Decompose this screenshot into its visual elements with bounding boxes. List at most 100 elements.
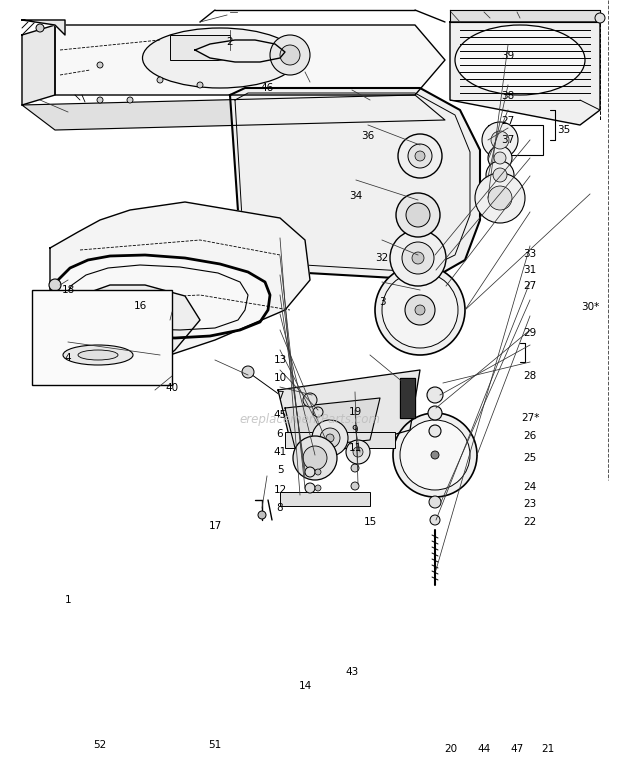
Text: 23: 23 — [523, 499, 537, 509]
Circle shape — [429, 425, 441, 437]
Text: 32: 32 — [375, 253, 389, 263]
Polygon shape — [42, 285, 200, 382]
Text: 44: 44 — [477, 744, 490, 754]
Text: 52: 52 — [94, 740, 107, 750]
Circle shape — [393, 413, 477, 497]
Circle shape — [390, 230, 446, 286]
Polygon shape — [22, 25, 55, 105]
Text: 35: 35 — [557, 125, 570, 135]
Circle shape — [493, 168, 507, 182]
Polygon shape — [400, 378, 415, 418]
Text: 36: 36 — [361, 131, 374, 141]
Text: 47: 47 — [510, 744, 524, 754]
Text: ereplacementParts.com: ereplacementParts.com — [239, 414, 381, 426]
Text: 25: 25 — [523, 453, 537, 463]
Text: 20: 20 — [445, 744, 458, 754]
Circle shape — [431, 451, 439, 459]
Circle shape — [382, 272, 458, 348]
Text: 31: 31 — [523, 265, 537, 275]
Circle shape — [375, 265, 465, 355]
Circle shape — [412, 252, 424, 264]
Text: 34: 34 — [350, 191, 363, 201]
Text: 37: 37 — [502, 135, 515, 145]
Circle shape — [494, 152, 506, 164]
Circle shape — [346, 440, 370, 464]
Circle shape — [197, 82, 203, 88]
Circle shape — [242, 366, 254, 378]
Polygon shape — [230, 88, 480, 280]
Ellipse shape — [143, 28, 298, 88]
Text: 27: 27 — [502, 116, 515, 126]
Bar — [32, 290, 172, 385]
Circle shape — [351, 482, 359, 490]
Text: 22: 22 — [523, 517, 537, 527]
Circle shape — [486, 161, 514, 189]
Text: 40: 40 — [166, 383, 179, 393]
Text: 43: 43 — [345, 667, 358, 677]
Circle shape — [415, 305, 425, 315]
Text: 16: 16 — [133, 301, 146, 311]
Circle shape — [97, 97, 103, 103]
Circle shape — [97, 62, 103, 68]
Text: 1: 1 — [64, 595, 71, 605]
Text: 45: 45 — [273, 410, 286, 420]
Polygon shape — [50, 255, 270, 338]
Bar — [488, 125, 543, 155]
Circle shape — [430, 515, 440, 525]
Circle shape — [398, 134, 442, 178]
Text: 9: 9 — [352, 425, 358, 435]
Text: 33: 33 — [523, 249, 537, 259]
Circle shape — [475, 173, 525, 223]
Polygon shape — [50, 202, 310, 360]
Bar — [395, 278, 441, 306]
Polygon shape — [22, 20, 65, 35]
Circle shape — [293, 436, 337, 480]
Polygon shape — [195, 40, 285, 62]
Text: 29: 29 — [523, 328, 537, 338]
Polygon shape — [55, 25, 445, 95]
Circle shape — [402, 242, 434, 274]
Circle shape — [415, 151, 425, 161]
Text: 28: 28 — [523, 371, 537, 381]
Text: 12: 12 — [273, 485, 286, 495]
Circle shape — [488, 146, 512, 170]
Circle shape — [406, 203, 430, 227]
Text: 15: 15 — [363, 517, 376, 527]
Circle shape — [258, 511, 266, 519]
Circle shape — [491, 131, 509, 149]
Circle shape — [313, 407, 323, 417]
Text: 14: 14 — [298, 681, 312, 691]
Circle shape — [305, 467, 315, 477]
Ellipse shape — [78, 350, 118, 360]
Text: 5: 5 — [277, 465, 283, 475]
Text: 46: 46 — [260, 83, 273, 93]
Text: 3: 3 — [379, 297, 385, 307]
Circle shape — [320, 428, 340, 448]
Circle shape — [595, 13, 605, 23]
Circle shape — [312, 420, 348, 456]
Text: 24: 24 — [523, 482, 537, 492]
Circle shape — [400, 420, 470, 490]
Text: 7: 7 — [277, 391, 283, 401]
Text: 27: 27 — [523, 281, 537, 291]
Text: 2: 2 — [227, 37, 233, 47]
Circle shape — [427, 387, 443, 403]
Circle shape — [405, 295, 435, 325]
Polygon shape — [450, 22, 600, 125]
Polygon shape — [285, 398, 380, 448]
Circle shape — [305, 483, 315, 493]
Text: 38: 38 — [502, 91, 515, 101]
Text: 27*: 27* — [521, 413, 539, 423]
Circle shape — [315, 485, 321, 491]
Circle shape — [353, 447, 363, 457]
Text: 17: 17 — [208, 521, 221, 531]
Circle shape — [396, 193, 440, 237]
Text: 18: 18 — [61, 285, 74, 295]
Circle shape — [428, 406, 442, 420]
Circle shape — [49, 279, 61, 291]
Text: 4: 4 — [64, 353, 71, 363]
Circle shape — [315, 469, 321, 475]
Text: 8: 8 — [277, 503, 283, 513]
Bar — [280, 492, 370, 506]
Circle shape — [326, 434, 334, 442]
